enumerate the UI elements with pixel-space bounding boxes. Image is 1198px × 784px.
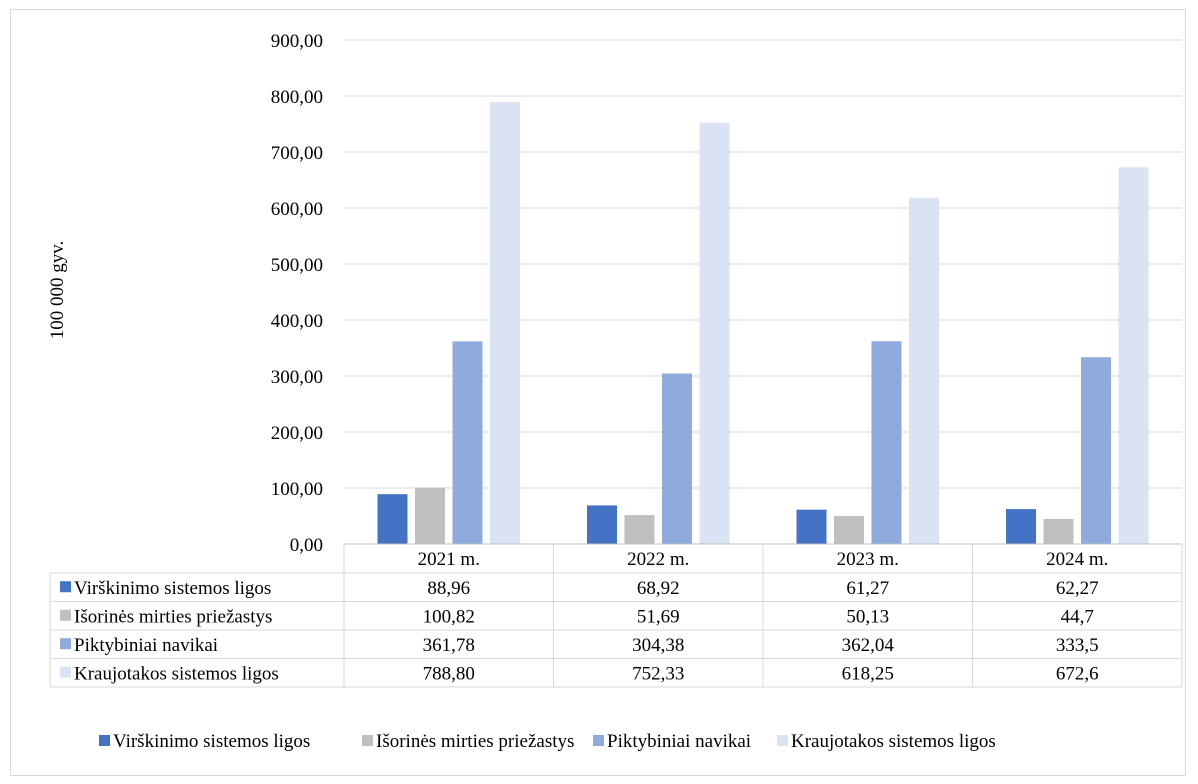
table-value: 361,78 <box>423 635 475 656</box>
table-value: 618,25 <box>842 663 894 684</box>
bar-0-0 <box>377 494 408 544</box>
bar-1-0 <box>415 487 445 544</box>
legend-label: Kraujotakos sistemos ligos <box>791 731 996 752</box>
y-tick-label: 800,00 <box>271 87 323 108</box>
category-label: 2022 m. <box>627 549 689 570</box>
legend-label: Virškinimo sistemos ligos <box>113 731 310 752</box>
bar-3-0 <box>490 102 520 544</box>
table-series-label: Piktybiniai navikai <box>74 635 218 656</box>
table-legend-key-3 <box>60 666 71 678</box>
bar-2-3 <box>1081 357 1111 544</box>
legend-key-3 <box>777 735 788 746</box>
table-value: 50,13 <box>846 606 889 627</box>
y-tick-label: 300,00 <box>271 367 323 388</box>
bar-0-3 <box>1006 509 1036 544</box>
legend-label: Piktybiniai navikai <box>607 731 751 752</box>
category-label: 2021 m. <box>418 549 480 570</box>
bar-3-3 <box>1118 167 1149 544</box>
table-legend-key-2 <box>60 638 71 650</box>
table-value: 333,5 <box>1056 635 1099 656</box>
category-label: 2024 m. <box>1046 549 1108 570</box>
table-series-label: Kraujotakos sistemos ligos <box>74 663 279 684</box>
legend-key-0 <box>99 735 110 746</box>
category-label: 2023 m. <box>837 549 899 570</box>
table-value: 88,96 <box>427 578 470 599</box>
table-value: 362,04 <box>842 635 895 656</box>
bar-0-1 <box>587 505 617 544</box>
table-series-label: Išorinės mirties priežastys <box>74 606 272 627</box>
table-value: 788,80 <box>423 663 475 684</box>
table-value: 61,27 <box>846 578 889 599</box>
bar-1-3 <box>1043 518 1074 544</box>
chart-frame <box>10 9 1186 776</box>
table-value: 62,27 <box>1056 578 1099 599</box>
y-tick-label: 500,00 <box>271 255 323 276</box>
bar-0-2 <box>796 509 827 544</box>
table-legend-key-1 <box>60 609 71 621</box>
table-value: 672,6 <box>1056 663 1099 684</box>
table-series-label: Virškinimo sistemos ligos <box>74 578 271 599</box>
bar-1-2 <box>834 515 864 544</box>
y-tick-label: 900,00 <box>271 31 323 52</box>
table-value: 51,69 <box>637 606 680 627</box>
legend-label: Išorinės mirties priežastys <box>376 731 574 752</box>
y-tick-label: 100,00 <box>271 479 323 500</box>
y-tick-label: 600,00 <box>271 199 323 220</box>
legend-key-1 <box>362 735 373 746</box>
bar-2-2 <box>871 341 902 544</box>
table-value: 752,33 <box>632 663 684 684</box>
legend-key-2 <box>593 735 604 746</box>
bar-2-1 <box>662 373 692 544</box>
table-value: 68,92 <box>637 578 680 599</box>
table-value: 304,38 <box>632 635 684 656</box>
y-tick-label: 400,00 <box>271 311 323 332</box>
bar-3-2 <box>909 197 939 544</box>
y-tick-label: 700,00 <box>271 143 323 164</box>
bar-3-1 <box>699 122 730 545</box>
table-value: 44,7 <box>1061 606 1094 627</box>
table-value: 100,82 <box>423 606 475 627</box>
bar-2-0 <box>452 341 483 544</box>
y-tick-label: 0,00 <box>290 535 323 556</box>
y-axis-label: 100 000 gyv. <box>47 241 68 340</box>
bar-1-1 <box>624 515 655 544</box>
table-legend-key-0 <box>60 581 71 593</box>
y-tick-label: 200,00 <box>271 423 323 444</box>
